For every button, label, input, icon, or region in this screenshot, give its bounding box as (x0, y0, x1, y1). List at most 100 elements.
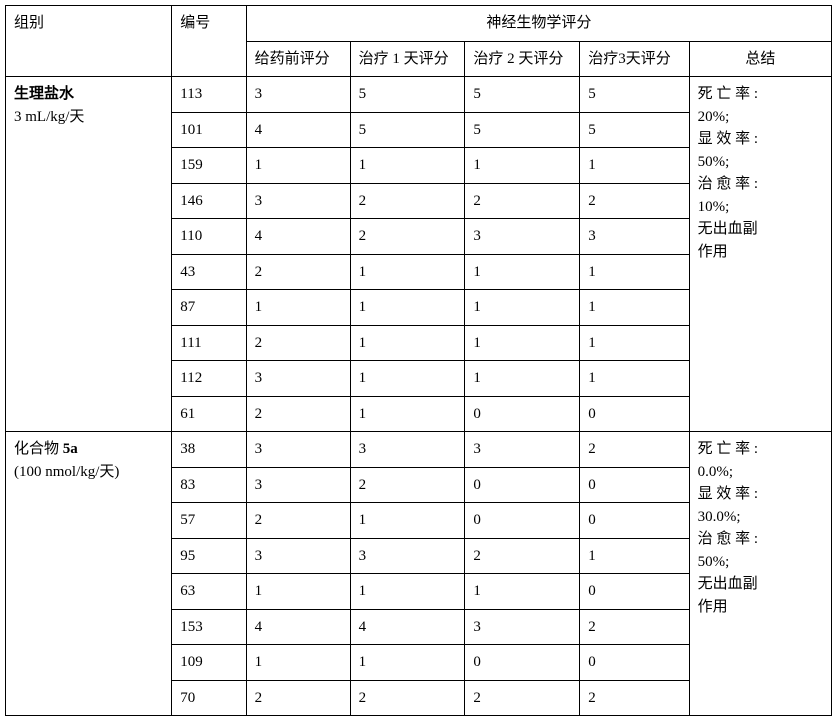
cell-d2: 2 (465, 680, 580, 716)
cell-d1: 1 (350, 361, 465, 397)
summary-efficacy: 30.0%; (698, 509, 741, 525)
cell-d2: 2 (465, 183, 580, 219)
group-name-pre: 化合物 (14, 441, 63, 457)
group-name-bold: 生理盐水 (14, 86, 74, 102)
summary-cure: 50%; (698, 554, 730, 570)
cell-num: 70 (172, 680, 246, 716)
cell-d1: 2 (350, 183, 465, 219)
cell-d1: 1 (350, 325, 465, 361)
cell-pre: 1 (246, 290, 350, 326)
cell-d3: 1 (580, 290, 689, 326)
cell-d2: 1 (465, 254, 580, 290)
cell-num: 63 (172, 574, 246, 610)
cell-d3: 5 (580, 112, 689, 148)
cell-d3: 2 (580, 609, 689, 645)
cell-d1: 1 (350, 574, 465, 610)
cell-num: 110 (172, 219, 246, 255)
summary-side2: 作用 (698, 599, 728, 615)
cell-d2: 0 (465, 396, 580, 432)
group-name-cell: 生理盐水 3 mL/kg/天 (6, 77, 172, 432)
cell-d1: 4 (350, 609, 465, 645)
summary-side2: 作用 (698, 244, 728, 260)
cell-d3: 0 (580, 574, 689, 610)
cell-pre: 2 (246, 680, 350, 716)
summary-mortality-label: 死 亡 率 : (698, 86, 758, 102)
cell-num: 87 (172, 290, 246, 326)
summary-mortality-label: 死 亡 率 : (698, 441, 758, 457)
cell-pre: 1 (246, 148, 350, 184)
cell-d3: 0 (580, 503, 689, 539)
cell-pre: 4 (246, 219, 350, 255)
cell-d1: 5 (350, 112, 465, 148)
cell-d3: 0 (580, 396, 689, 432)
cell-pre: 3 (246, 467, 350, 503)
neuro-score-table: 组别 编号 神经生物学评分 给药前评分 治疗 1 天评分 治疗 2 天评分 治疗… (5, 5, 832, 716)
group-name-bold: 5a (63, 441, 78, 457)
cell-d3: 3 (580, 219, 689, 255)
header-neuro: 神经生物学评分 (246, 6, 831, 42)
cell-d3: 1 (580, 361, 689, 397)
header-summary: 总结 (689, 41, 831, 77)
cell-pre: 3 (246, 432, 350, 468)
cell-d2: 1 (465, 148, 580, 184)
cell-d1: 1 (350, 645, 465, 681)
cell-d1: 2 (350, 219, 465, 255)
cell-d3: 5 (580, 77, 689, 113)
cell-pre: 4 (246, 112, 350, 148)
summary-efficacy-label: 显 效 率 : (698, 486, 758, 502)
cell-d3: 1 (580, 325, 689, 361)
cell-d3: 2 (580, 183, 689, 219)
cell-d3: 2 (580, 680, 689, 716)
header-row-1: 组别 编号 神经生物学评分 (6, 6, 832, 42)
summary-cell: 死 亡 率 : 20%; 显 效 率 : 50%; 治 愈 率 : 10%; 无… (689, 77, 831, 432)
header-day1: 治疗 1 天评分 (350, 41, 465, 77)
group-name-line2: 3 mL/kg/天 (14, 109, 84, 125)
cell-d3: 1 (580, 148, 689, 184)
cell-d3: 0 (580, 467, 689, 503)
cell-d1: 2 (350, 680, 465, 716)
cell-num: 112 (172, 361, 246, 397)
cell-pre: 2 (246, 396, 350, 432)
cell-d2: 0 (465, 645, 580, 681)
cell-d1: 1 (350, 503, 465, 539)
cell-pre: 3 (246, 183, 350, 219)
header-group: 组别 (6, 6, 172, 77)
header-number: 编号 (172, 6, 246, 77)
cell-d2: 1 (465, 361, 580, 397)
cell-d2: 3 (465, 219, 580, 255)
cell-d2: 2 (465, 538, 580, 574)
group-name-cell: 化合物 5a (100 nmol/kg/天) (6, 432, 172, 716)
cell-d1: 5 (350, 77, 465, 113)
summary-cure-label: 治 愈 率 : (698, 176, 758, 192)
cell-num: 159 (172, 148, 246, 184)
cell-pre: 2 (246, 325, 350, 361)
cell-d3: 2 (580, 432, 689, 468)
table-row: 化合物 5a (100 nmol/kg/天) 38 3 3 3 2 死 亡 率 … (6, 432, 832, 468)
cell-d1: 1 (350, 290, 465, 326)
cell-num: 113 (172, 77, 246, 113)
cell-num: 61 (172, 396, 246, 432)
summary-cure: 10%; (698, 199, 730, 215)
cell-pre: 1 (246, 574, 350, 610)
cell-d1: 3 (350, 538, 465, 574)
cell-d3: 1 (580, 254, 689, 290)
cell-pre: 3 (246, 538, 350, 574)
cell-d2: 3 (465, 609, 580, 645)
summary-efficacy-label: 显 效 率 : (698, 131, 758, 147)
cell-d3: 1 (580, 538, 689, 574)
cell-num: 83 (172, 467, 246, 503)
cell-num: 101 (172, 112, 246, 148)
cell-num: 43 (172, 254, 246, 290)
cell-d1: 3 (350, 432, 465, 468)
group-name-line2: (100 nmol/kg/天) (14, 464, 119, 480)
cell-num: 95 (172, 538, 246, 574)
cell-d2: 1 (465, 325, 580, 361)
cell-d1: 1 (350, 396, 465, 432)
cell-d2: 1 (465, 574, 580, 610)
cell-pre: 3 (246, 361, 350, 397)
summary-cell: 死 亡 率 : 0.0%; 显 效 率 : 30.0%; 治 愈 率 : 50%… (689, 432, 831, 716)
summary-efficacy: 50%; (698, 154, 730, 170)
cell-pre: 3 (246, 77, 350, 113)
cell-d1: 1 (350, 148, 465, 184)
table-row: 生理盐水 3 mL/kg/天 113 3 5 5 5 死 亡 率 : 20%; … (6, 77, 832, 113)
